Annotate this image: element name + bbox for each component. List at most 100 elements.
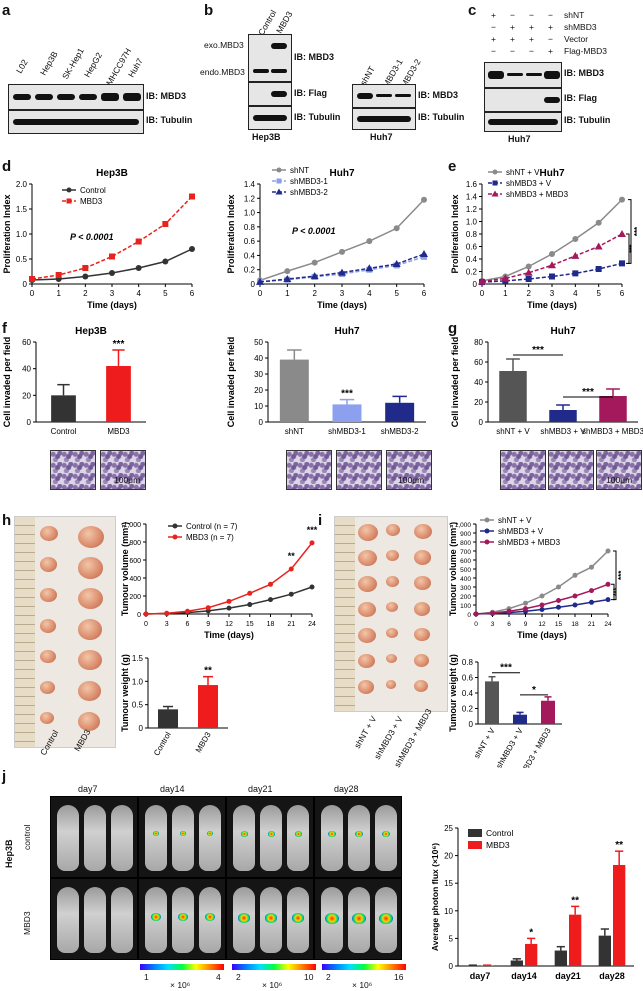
- y-tick-label: 20: [474, 398, 483, 407]
- cell-line-label: Hep3B: [252, 132, 281, 142]
- condition-name: shNT: [564, 10, 585, 20]
- lane-label: HepG2: [82, 50, 105, 79]
- bar: [279, 359, 309, 422]
- x-tick-label: 4: [136, 289, 141, 298]
- data-point: [135, 265, 142, 271]
- panel-label-f: f: [2, 320, 7, 337]
- x-tick-label: 6: [190, 289, 195, 298]
- y-tick-label: 0.2: [466, 268, 478, 277]
- tumour: [78, 557, 104, 579]
- y-tick-label: 0.4: [244, 251, 256, 260]
- data-point: [162, 258, 169, 265]
- y-tick-label: 40: [22, 365, 31, 374]
- mouse: [145, 887, 167, 953]
- tumour: [414, 628, 430, 642]
- ib-label: IB: MBD3: [418, 90, 458, 100]
- x-tick-label: shNT + V: [472, 726, 497, 760]
- y-tick-label: 1,000: [455, 522, 472, 529]
- data-point: [256, 277, 264, 285]
- y-tick-label: 5: [449, 934, 454, 943]
- bar: [51, 395, 76, 422]
- x-tick-label: 12: [538, 621, 546, 628]
- data-point: [82, 265, 89, 271]
- blot-b-tubulin: [248, 106, 292, 130]
- tumour-photo-h: [14, 516, 116, 748]
- condition-name: Flag-MBD3: [564, 46, 607, 56]
- x-tick-label: day14: [511, 971, 537, 981]
- sig-mark: **: [204, 666, 212, 677]
- y-tick-label: 400: [460, 576, 471, 583]
- y-tick-label: 50: [254, 338, 263, 347]
- micrograph-g-shmbd3-mbd3: [596, 450, 642, 490]
- tumour: [414, 550, 432, 565]
- data-point: [619, 260, 625, 267]
- lane-label: Hep3B: [38, 49, 60, 77]
- chart-title: Huh7: [540, 168, 565, 179]
- data-point: [556, 598, 561, 603]
- sign: +: [510, 34, 515, 44]
- panel-label-j: j: [2, 768, 7, 785]
- y-axis-label: Proliferation Index: [2, 194, 12, 273]
- luminescence-signal: [151, 913, 161, 921]
- y-axis-label: Cell invaded per field: [226, 337, 236, 428]
- blot-b-right-mbd3: [352, 84, 416, 108]
- legend-label: MBD3 (n = 7): [186, 533, 234, 542]
- y-tick-label: 1.2: [244, 194, 256, 203]
- luminescence-signal: [328, 831, 336, 838]
- tumour: [40, 650, 56, 664]
- y-tick-label: 0.8: [244, 223, 256, 232]
- data-point: [420, 250, 428, 257]
- sign: +: [548, 46, 553, 56]
- data-point: [366, 238, 373, 245]
- bar: [106, 366, 131, 422]
- x-tick-label: 15: [555, 621, 563, 628]
- sig-mark: ***: [500, 663, 512, 674]
- sig-bracket: [626, 233, 630, 264]
- data-point: [523, 606, 528, 612]
- y-tick-label: 900: [460, 531, 471, 538]
- x-tick-label: 2: [312, 289, 317, 298]
- luminescence-signal: [352, 913, 366, 925]
- annotation: P < 0.0001: [292, 226, 335, 236]
- legend-label: shNT: [290, 166, 309, 175]
- data-point: [492, 169, 498, 175]
- y-tick-label: 25: [444, 824, 453, 833]
- luminescence-signal: [180, 831, 186, 836]
- x-tick-label: 18: [267, 621, 275, 628]
- luminescence-signal: [178, 913, 188, 921]
- legend-label: shMBD3 + V: [506, 179, 552, 188]
- tumour: [386, 680, 397, 689]
- mouse-image: [226, 796, 314, 878]
- sign: +: [529, 22, 534, 32]
- sign: −: [548, 10, 553, 20]
- tumour: [40, 619, 57, 633]
- y-tick-label: 0.2: [462, 705, 474, 714]
- legend-swatch: [468, 829, 482, 837]
- micrograph-f-control: [50, 450, 96, 490]
- micrograph-f-shmbd3-1: [336, 450, 382, 490]
- x-tick-label: Control: [51, 427, 77, 436]
- sig-mark: *: [532, 685, 536, 696]
- x-tick-label: 0: [480, 289, 485, 298]
- y-tick-label: 30: [254, 370, 263, 379]
- blot-a-mbd3: [8, 84, 144, 110]
- x-tick-label: 12: [225, 621, 233, 628]
- y-tick-label: 700: [460, 549, 471, 556]
- sig-mark: **: [288, 551, 296, 561]
- panel-label-e: e: [448, 158, 457, 175]
- y-tick-label: 1.5: [132, 654, 144, 663]
- chart-j-flux: 0 5 10 15 20 25 Average photon flux (×10⁶) day7…: [430, 824, 634, 981]
- sign: +: [548, 22, 553, 32]
- sign: −: [510, 10, 515, 20]
- colorbar-max: 10: [304, 972, 314, 982]
- mouse: [111, 887, 133, 953]
- mouse: [287, 805, 309, 871]
- sign: −: [548, 34, 553, 44]
- x-tick-label: 1: [285, 289, 290, 298]
- colorbar-3: [322, 964, 406, 970]
- sign: +: [529, 34, 534, 44]
- x-tick-label: 2: [526, 289, 531, 298]
- scale-bar-label: 100μm: [606, 475, 633, 485]
- legend-label: shMBD3-2: [290, 188, 328, 197]
- tumour: [414, 602, 431, 616]
